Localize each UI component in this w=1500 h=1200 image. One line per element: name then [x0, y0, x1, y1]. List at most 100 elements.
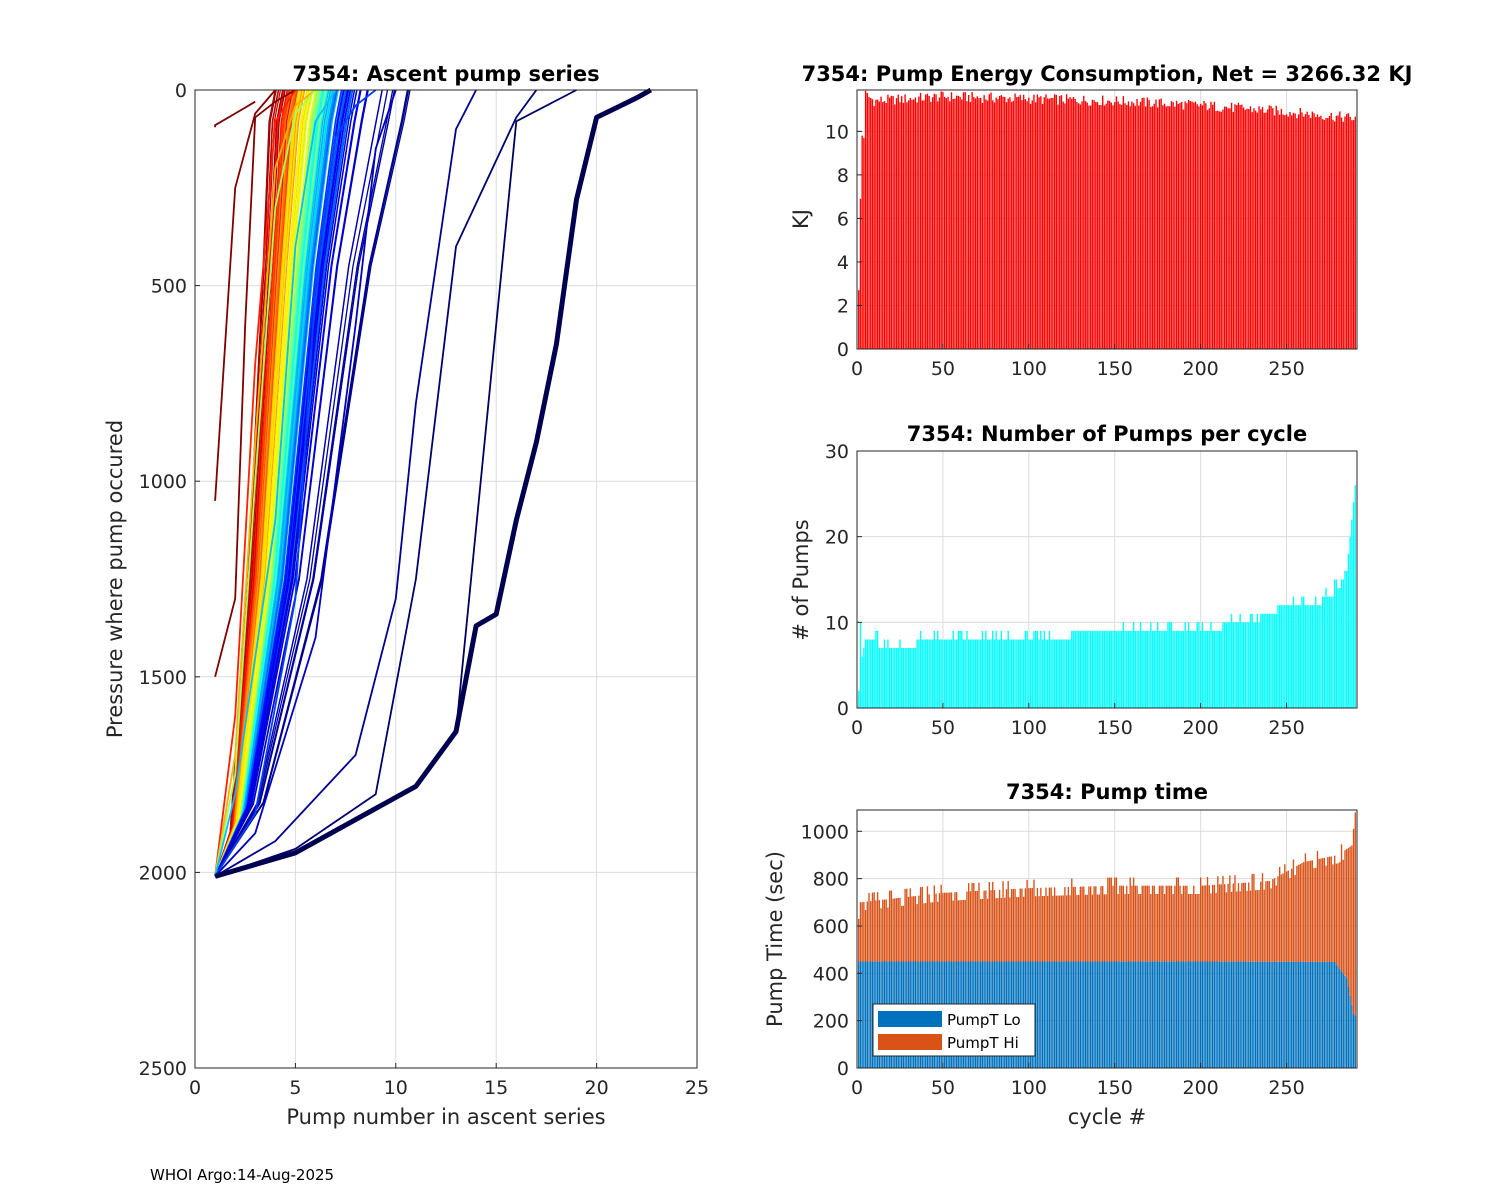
pumps-bar: [1272, 613, 1274, 708]
pumps-bar: [918, 639, 920, 708]
pumptime-bar-lo: [861, 961, 863, 1068]
pumptime-bar-hi: [1211, 884, 1214, 962]
pumptime-bar-hi: [1167, 885, 1169, 962]
pumptime-bar-lo: [1248, 961, 1250, 1068]
pumps-bar: [1313, 605, 1315, 708]
pumps-bar: [1153, 630, 1155, 708]
pumps-bar: [1120, 630, 1123, 708]
pumps-bar: [1182, 630, 1185, 708]
pumptime-bar-lo: [1303, 961, 1305, 1068]
pumps-bar: [937, 630, 939, 708]
energy-bar: [1289, 112, 1291, 349]
energy-bar: [1306, 111, 1308, 349]
energy-bar: [1191, 101, 1193, 349]
pumptime-bar-lo: [1071, 961, 1073, 1068]
pumps-bar: [1110, 630, 1112, 708]
energy-bar: [980, 97, 982, 350]
pumps-bar: [1265, 613, 1267, 708]
pumptime-bar-lo: [1089, 961, 1092, 1068]
pumps-bar: [1220, 630, 1222, 708]
pumptime-bar-hi: [1278, 867, 1281, 962]
energy-bar: [947, 96, 949, 349]
pumptime-bar-lo: [1144, 961, 1147, 1068]
pumps-bar: [1234, 622, 1236, 708]
energy-bar: [1024, 99, 1027, 349]
pumps-bar: [1151, 630, 1154, 708]
energy-bar: [1203, 101, 1205, 349]
pumptime-bar-lo: [1261, 961, 1264, 1068]
pumps-bar: [1205, 630, 1207, 708]
energy-bar: [1198, 106, 1200, 349]
pumptime-bar-hi: [957, 900, 960, 962]
energy-bar: [1045, 94, 1047, 350]
pumptime-bar-hi: [928, 894, 930, 962]
energy-bar: [1139, 101, 1142, 349]
energy-bar: [1303, 116, 1305, 349]
pumptime-bar-lo: [1217, 961, 1219, 1068]
pumptime-bar-hi: [1346, 849, 1348, 979]
energy-bar: [931, 97, 934, 349]
pumptime-bar-lo: [1095, 961, 1097, 1068]
x-tick-label: 50: [931, 1077, 955, 1099]
y-tick-label: 6: [837, 208, 849, 230]
pumps-bar: [902, 648, 905, 708]
pumptime-bar-lo: [1301, 961, 1303, 1068]
pumptime-bar-hi: [1086, 894, 1088, 962]
pumps-bar: [1043, 630, 1045, 708]
pumps-bar: [1017, 639, 1020, 708]
pumptime-bar-hi: [1114, 877, 1116, 962]
energy-bar: [899, 102, 901, 349]
pumptime-bar-hi: [1265, 881, 1267, 962]
energy-bar: [1048, 98, 1051, 349]
pumptime-bar-hi: [1249, 890, 1252, 962]
y-tick-label: 800: [813, 869, 849, 891]
energy-bar: [1040, 96, 1042, 349]
pumps-bar: [1316, 605, 1319, 708]
pumps-bar: [1175, 630, 1178, 708]
pumps-bar: [1194, 630, 1197, 708]
pumptime-bar-hi: [1258, 890, 1260, 962]
energy-bar: [1241, 104, 1243, 349]
pumps-bar: [973, 639, 975, 708]
pumptime-bar-lo: [1035, 961, 1037, 1068]
energy-bar: [985, 99, 987, 350]
pumptime-bar-hi: [1136, 885, 1138, 962]
pumptime-bar-hi: [1301, 863, 1303, 962]
energy-bar: [1328, 116, 1331, 349]
pumps-bar: [880, 648, 882, 708]
pumptime-bar-hi: [935, 893, 937, 962]
pumptime-bar-hi: [1065, 895, 1068, 962]
pumps-bar: [1088, 630, 1090, 708]
pumptime-bar-lo: [1150, 961, 1152, 1068]
x-tick-label: 100: [1011, 717, 1047, 739]
pumptime-bar-lo: [1170, 961, 1173, 1068]
pumptime-bar-hi: [1306, 861, 1308, 962]
pumptime-bar-hi: [1038, 896, 1040, 962]
pumptime-bar-lo: [1186, 961, 1188, 1068]
pumptime-bar-hi: [1033, 879, 1035, 962]
ascent-profile-line: [214, 89, 369, 877]
pumps-bar: [1206, 630, 1209, 708]
energy-bar: [1265, 112, 1267, 349]
pumptime-bar-hi: [1303, 862, 1305, 962]
pumps-bar: [998, 639, 1001, 708]
pumps-bar: [863, 648, 865, 708]
pumps-bar: [930, 639, 932, 708]
pumps-bar: [1191, 630, 1193, 708]
pumps-bar: [986, 639, 989, 708]
pumps-bar: [858, 690, 860, 708]
energy-bar: [959, 96, 961, 349]
pumptime-bar-hi: [1246, 890, 1248, 962]
pumptime-bar-hi: [914, 896, 917, 962]
pumps-bar: [1201, 622, 1204, 708]
pumptime-bar-hi: [1081, 886, 1083, 962]
y-tick-label: 500: [151, 276, 187, 298]
pumps-bar: [1311, 605, 1314, 708]
pumptime-bar-hi: [1248, 882, 1250, 962]
pumptime-bar-lo: [1062, 961, 1064, 1068]
pumps-bar: [1254, 622, 1257, 708]
energy-bar: [1249, 106, 1252, 349]
energy-bar: [1294, 113, 1296, 349]
energy-bar: [894, 104, 896, 349]
pumps-bar: [1304, 605, 1307, 708]
